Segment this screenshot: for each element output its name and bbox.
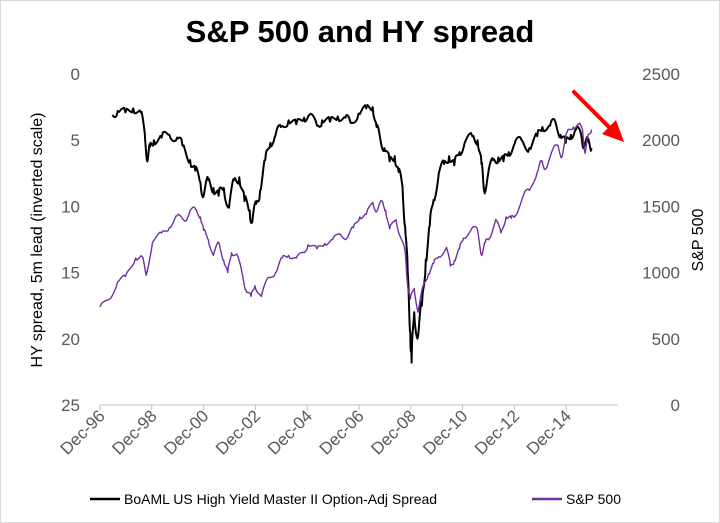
y-left-tick-label: 15 [61, 264, 80, 283]
x-tick-label: Dec-04 [264, 406, 316, 458]
plot-area [99, 104, 593, 364]
x-tick-label: Dec-98 [108, 406, 160, 458]
x-tick-label: Dec-02 [212, 406, 264, 458]
x-tick-label: Dec-06 [316, 406, 368, 458]
y-axis-left-title: HY spread, 5m lead (inverted scale) [29, 113, 46, 368]
y-right-tick-label: 1500 [642, 197, 680, 216]
y-right-tick-label: 500 [652, 330, 680, 349]
series-line-sp500 [99, 122, 593, 313]
y-left-tick-label: 5 [71, 131, 80, 150]
y-left-tick-label: 0 [71, 65, 80, 84]
y-left-tick-label: 25 [61, 396, 80, 415]
x-axis: Dec-96 Dec-98 Dec-00 Dec-02 Dec-04 Dec-06 Dec-… [57, 404, 618, 459]
x-tick-label: Dec-14 [523, 406, 575, 458]
y-left-tick-label: 10 [61, 197, 80, 216]
legend: BoAML US High Yield Master II Option-Adj… [90, 491, 621, 507]
x-tick-label: Dec-10 [419, 406, 471, 458]
legend-label-sp500: S&P 500 [566, 491, 621, 507]
y-right-tick-label: 1000 [642, 264, 680, 283]
x-tick-label: Dec-12 [471, 406, 523, 458]
annotation-arrow-head [602, 120, 624, 142]
y-axis-left: 0 5 10 15 20 25 [61, 65, 80, 415]
y-right-tick-label: 0 [671, 396, 680, 415]
legend-label-hy-spread: BoAML US High Yield Master II Option-Adj… [124, 491, 437, 507]
x-tick-label: Dec-00 [160, 406, 212, 458]
annotation-layer [572, 90, 624, 142]
chart-title: S&P 500 and HY spread [186, 14, 535, 49]
x-tick-label: Dec-08 [367, 406, 419, 458]
annotation-arrow-shaft [572, 90, 614, 132]
y-axis-right-title: S&P 500 [690, 208, 707, 271]
y-left-tick-label: 20 [61, 330, 80, 349]
y-right-tick-label: 2000 [642, 131, 680, 150]
series-line-hy-spread [111, 104, 593, 364]
y-right-tick-label: 2500 [642, 65, 680, 84]
y-axis-right: 0 500 1000 1500 2000 2500 [642, 65, 680, 415]
